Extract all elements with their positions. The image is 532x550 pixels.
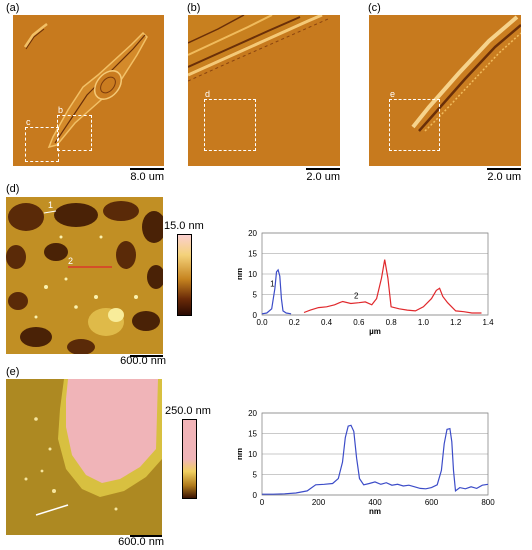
roi-b <box>57 115 92 151</box>
x-tick-label: 0.6 <box>353 318 365 327</box>
panel-b-scale-text: 2.0 um <box>306 171 340 183</box>
panel-d-label: (d) <box>6 183 20 195</box>
panel-e-afm-image <box>6 379 162 535</box>
panel-a-label: (a) <box>6 2 20 14</box>
panel-b-svg <box>188 15 340 166</box>
x-tick-label: 1.2 <box>450 318 462 327</box>
y-tick-label: 15 <box>248 250 257 259</box>
y-tick-label: 0 <box>253 311 258 320</box>
panel-e-colorbar <box>182 419 197 499</box>
panel-e-scalebar <box>130 535 162 537</box>
panel-d-afm-image: 1 2 <box>6 197 163 354</box>
roi-d-label: d <box>205 89 211 99</box>
roi-c <box>25 127 59 162</box>
x-tick-label: 200 <box>312 498 326 507</box>
roi-e-label: e <box>390 89 396 99</box>
x-tick-label: 0.0 <box>256 318 268 327</box>
x-tick-label: 1.4 <box>482 318 494 327</box>
panel-a-svg <box>13 15 164 166</box>
x-axis-label: µm <box>369 327 381 336</box>
panel-d-colorbar <box>177 234 192 316</box>
panel-d-scale-text: 600.0 nm <box>120 355 166 367</box>
y-tick-label: 5 <box>253 291 258 300</box>
panel-a-afm-image <box>13 15 164 166</box>
panel-d-scalebar <box>130 355 163 357</box>
annotation-label: 2 <box>354 292 359 301</box>
y-tick-label: 10 <box>248 450 257 459</box>
x-tick-label: 0.4 <box>321 318 333 327</box>
x-tick-label: 400 <box>368 498 382 507</box>
y-tick-label: 10 <box>248 270 257 279</box>
panel-e-colorbar-max: 250.0 nm <box>165 405 211 417</box>
panel-a-scale-text: 8.0 um <box>130 171 164 183</box>
x-tick-label: 0.2 <box>289 318 301 327</box>
chart-profile-d: 0 5 10 15 20 0.0 0.2 0.4 0.6 0.8 1.0 1.2 1.4 µm nm 1 2 <box>238 229 494 336</box>
panel-a-scalebar <box>130 168 164 170</box>
panel-b-afm-image <box>188 15 340 166</box>
panel-e-label: (e) <box>6 366 20 378</box>
panel-e-scale-text: 600.0 nm <box>118 536 164 548</box>
panel-b-label: (b) <box>187 2 201 14</box>
y-tick-label: 5 <box>253 471 258 480</box>
panel-c-afm-image <box>369 15 521 166</box>
x-tick-label: 1.0 <box>418 318 430 327</box>
profile-line-e <box>35 504 69 516</box>
y-axis-label: nm <box>238 448 244 460</box>
roi-e <box>389 99 440 151</box>
profile-label-2: 2 <box>68 256 73 266</box>
profile-line-1 <box>43 210 57 214</box>
roi-b-label: b <box>58 105 64 115</box>
y-tick-label: 15 <box>248 430 257 439</box>
panel-c-svg <box>369 15 521 166</box>
y-tick-label: 0 <box>253 491 258 500</box>
panel-c-label: (c) <box>368 2 381 14</box>
x-tick-label: 600 <box>425 498 439 507</box>
panel-c-scale-text: 2.0 um <box>487 171 521 183</box>
panel-d-svg: 1 2 <box>6 197 163 354</box>
roi-d <box>204 99 256 151</box>
panel-e-svg <box>6 379 162 535</box>
x-tick-label: 0 <box>260 498 265 507</box>
x-axis-label: nm <box>369 507 381 516</box>
annotation-label: 1 <box>270 279 275 288</box>
series-line-1 <box>262 424 489 495</box>
x-tick-label: 800 <box>481 498 495 507</box>
y-axis-label: nm <box>238 268 244 280</box>
panel-d-colorbar-max: 15.0 nm <box>164 220 204 232</box>
panel-c-scalebar <box>487 168 521 170</box>
series-line-2 <box>303 259 482 314</box>
y-tick-label: 20 <box>248 229 257 238</box>
panel-b-scalebar <box>306 168 340 170</box>
series-line-1 <box>261 268 292 315</box>
x-tick-label: 0.8 <box>386 318 398 327</box>
y-tick-label: 20 <box>248 409 257 418</box>
roi-c-label: c <box>26 117 31 127</box>
plot-frame <box>261 412 489 496</box>
plot-frame <box>261 232 489 316</box>
profile-label-1: 1 <box>48 200 53 210</box>
